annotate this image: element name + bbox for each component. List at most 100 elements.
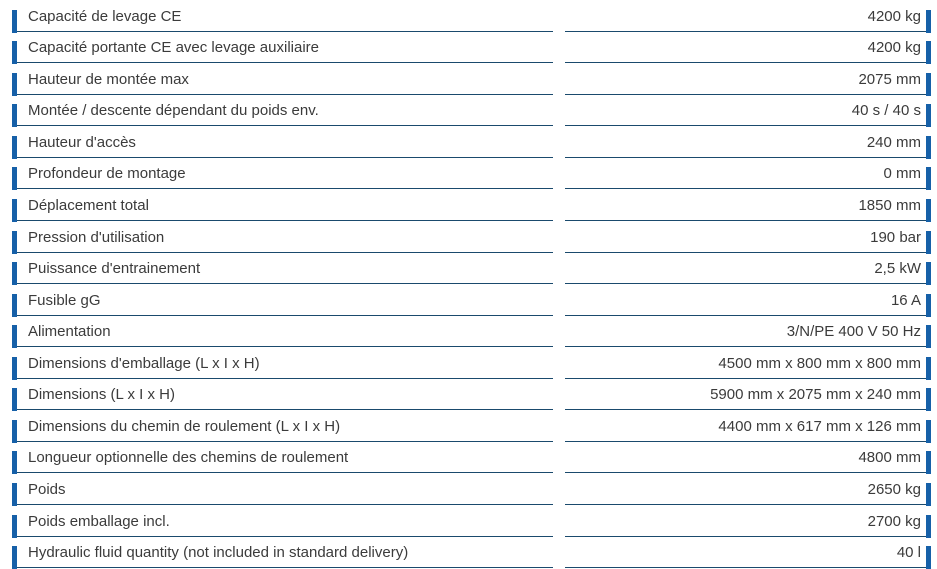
spec-label: Pression d'utilisation [28,228,165,246]
spec-row: Dimensions du chemin de roulement (L x I… [12,410,931,443]
spec-label-cell: Puissance d'entrainement [12,253,553,286]
spec-value-cell: 40 l [565,537,931,569]
spec-label-cell: Déplacement total [12,189,553,222]
spec-value: 1850 mm [858,196,921,214]
spec-label: Capacité de levage CE [28,7,182,25]
accent-bar-icon [926,104,931,128]
spec-value: 2650 kg [867,481,921,498]
accent-bar-icon [926,72,931,96]
spec-value: 4500 mm x 800 mm x 800 mm [718,354,921,372]
accent-bar-icon [926,419,931,443]
accent-bar-icon [12,135,17,159]
spec-row: Profondeur de montage 0 mm [12,158,931,191]
spec-label: Fusible gG [28,291,101,309]
spec-label-cell: Poids [12,473,553,506]
accent-bar-icon [926,293,931,317]
spec-label: Dimensions d'emballage (L x I x H) [28,354,260,372]
spec-value: 240 mm [866,133,921,151]
spec-label-cell: Hauteur d'accès [12,126,553,159]
spec-row: Hauteur de montée max 2075 mm [12,63,931,96]
spec-label: Puissance d'entrainement [28,260,201,278]
spec-value-cell: 3/N/PE 400 V 50 Hz [565,316,931,349]
spec-label: Hauteur de montée max [28,70,189,88]
accent-bar-icon [926,262,931,286]
spec-row: Alimentation 3/N/PE 400 V 50 Hz [12,316,931,349]
spec-label: Poids [28,481,66,498]
spec-label-cell: Dimensions (L x I x H) [12,379,553,412]
accent-bar-icon [12,356,17,380]
spec-label-cell: Dimensions du chemin de roulement (L x I… [12,410,553,443]
spec-label: Profondeur de montage [28,165,186,183]
spec-label-cell: Pression d'utilisation [12,221,553,254]
spec-label: Montée / descente dépendant du poids env… [28,102,319,120]
spec-value-cell: 4200 kg [565,0,931,33]
spec-value-cell: 190 bar [565,221,931,254]
spec-row: Poids 2650 kg [12,473,931,506]
spec-row: Capacité portante CE avec levage auxilia… [12,32,931,65]
spec-value: 16 A [890,291,921,309]
accent-bar-icon [12,9,17,33]
spec-label: Capacité portante CE avec levage auxilia… [28,39,319,57]
spec-value: 0 mm [883,165,922,183]
spec-value: 5900 mm x 2075 mm x 240 mm [710,386,921,404]
spec-label-cell: Montée / descente dépendant du poids env… [12,95,553,128]
spec-value-cell: 5900 mm x 2075 mm x 240 mm [565,379,931,412]
spec-value-cell: 4200 kg [565,32,931,65]
spec-value-cell: 240 mm [565,126,931,159]
accent-bar-icon [12,546,17,569]
spec-label-cell: Dimensions d'emballage (L x I x H) [12,347,553,380]
accent-bar-icon [926,41,931,65]
spec-row: Déplacement total 1850 mm [12,189,931,222]
spec-label-cell: Fusible gG [12,284,553,317]
spec-label-cell: Longueur optionnelle des chemins de roul… [12,442,553,475]
spec-label: Dimensions (L x I x H) [28,386,175,404]
spec-label: Déplacement total [28,196,149,214]
accent-bar-icon [926,451,931,475]
accent-bar-icon [926,9,931,33]
spec-value-cell: 4400 mm x 617 mm x 126 mm [565,410,931,443]
accent-bar-icon [926,356,931,380]
spec-label-cell: Hauteur de montée max [12,63,553,96]
spec-row: Poids emballage incl. 2700 kg [12,505,931,538]
spec-value-cell: 4500 mm x 800 mm x 800 mm [565,347,931,380]
spec-value: 40 l [896,544,921,562]
spec-label-cell: Hydraulic fluid quantity (not included i… [12,537,553,569]
accent-bar-icon [926,483,931,506]
spec-value-cell: 2700 kg [565,505,931,538]
spec-value: 2,5 kW [874,260,921,278]
accent-bar-icon [12,451,17,475]
spec-label-cell: Capacité portante CE avec levage auxilia… [12,32,553,65]
accent-bar-icon [12,41,17,65]
spec-row: Fusible gG 16 A [12,284,931,317]
spec-value: 2075 mm [858,70,921,88]
spec-label-cell: Alimentation [12,316,553,349]
accent-bar-icon [12,198,17,222]
spec-value-cell: 0 mm [565,158,931,191]
spec-label: Longueur optionnelle des chemins de roul… [28,449,349,467]
spec-value: 4400 mm x 617 mm x 126 mm [718,417,921,435]
spec-row: Montée / descente dépendant du poids env… [12,95,931,128]
spec-label: Hauteur d'accès [28,133,136,151]
spec-value: 4200 kg [867,7,921,25]
accent-bar-icon [12,325,17,349]
spec-label: Alimentation [28,323,111,341]
accent-bar-icon [12,419,17,443]
spec-row: Dimensions (L x I x H) 5900 mm x 2075 mm… [12,379,931,412]
spec-value: 3/N/PE 400 V 50 Hz [786,323,921,341]
spec-label: Poids emballage incl. [28,512,170,530]
spec-value-cell: 4800 mm [565,442,931,475]
accent-bar-icon [926,167,931,191]
spec-value-cell: 2075 mm [565,63,931,96]
accent-bar-icon [12,230,17,254]
accent-bar-icon [926,514,931,538]
spec-row: Hauteur d'accès 240 mm [12,126,931,159]
spec-label-cell: Capacité de levage CE [12,0,553,33]
spec-value-cell: 40 s / 40 s [565,95,931,128]
accent-bar-icon [12,167,17,191]
spec-row: Pression d'utilisation 190 bar [12,221,931,254]
spec-row: Longueur optionnelle des chemins de roul… [12,442,931,475]
accent-bar-icon [926,135,931,159]
spec-label-cell: Profondeur de montage [12,158,553,191]
accent-bar-icon [12,514,17,538]
